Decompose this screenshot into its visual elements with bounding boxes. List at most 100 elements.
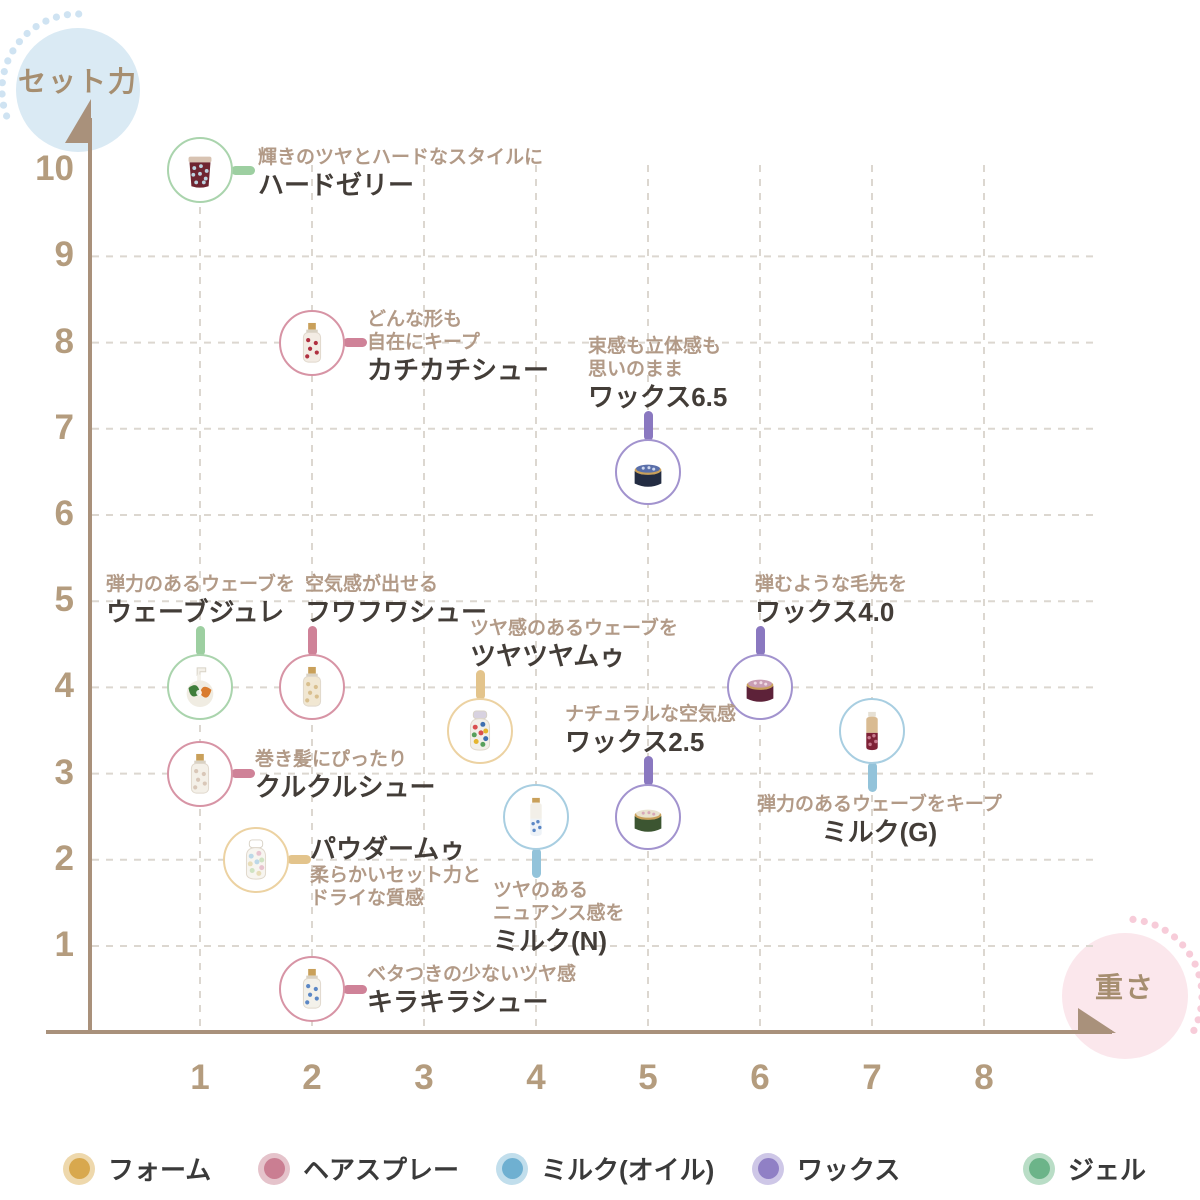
decorative-dot (9, 47, 17, 55)
y-axis-label: セット力 (17, 66, 138, 97)
legend-dot-core (263, 1158, 285, 1179)
legend-dot-icon (752, 1152, 784, 1185)
decorative-dot (1197, 982, 1200, 990)
decorative-dot (1194, 1016, 1200, 1024)
label-connector (643, 755, 653, 786)
decorative-dot (42, 17, 50, 25)
product-marker-kachikachi-shu (279, 309, 345, 376)
y-tick-label: 10 (35, 149, 74, 189)
product-label-tsuyatsuya-mu: ツヤ感のあるウェーブを ツヤツヤムゥ (470, 617, 678, 671)
x-tick-label: 4 (526, 1058, 546, 1097)
product-photo-icon (302, 667, 322, 707)
x-axis-label-bubble: 重さ (1062, 933, 1188, 1059)
product-name: ワックス6.5 (588, 381, 728, 412)
y-axis-arrow-icon (65, 99, 91, 143)
x-axis-arrow-icon (1078, 1008, 1116, 1033)
label-connector (531, 847, 541, 878)
decorative-dot (1179, 941, 1187, 949)
decorative-dot (15, 38, 23, 46)
x-tick-label: 8 (974, 1058, 994, 1097)
decorative-dot (1170, 933, 1179, 941)
product-photo-icon (866, 711, 878, 750)
product-marker-milk-n (503, 783, 569, 850)
legend-dot-icon (496, 1152, 528, 1185)
product-name: ミルク(G) (821, 816, 938, 847)
product-marker-kurukuru-shu (167, 740, 233, 807)
legend-item-spray: ヘアスプレー (258, 1150, 459, 1187)
decorative-dot (1140, 917, 1148, 926)
product-photo-icon (186, 667, 214, 708)
product-caption: ドライな質感 (310, 887, 425, 909)
product-name: フワフワシュー (305, 597, 488, 628)
product-name: キラキラシュー (367, 987, 549, 1018)
product-label-wax-40: 弾むような毛先を ワックス4.0 (755, 573, 907, 627)
legend-label: ヘアスプレー (303, 1155, 460, 1185)
product-label-milk-n: ツヤのある ニュアンス感を ミルク(N) (493, 879, 624, 956)
product-caption: 束感も立体感も (588, 335, 722, 357)
product-caption: ニュアンス感を (493, 902, 625, 924)
product-photo-icon (245, 839, 267, 880)
legend-dot-core (68, 1158, 90, 1179)
product-marker-fuwafuwa-shu (279, 654, 345, 721)
product-marker-wave-julee (167, 654, 233, 721)
product-caption: 柔らかいセット力と (310, 864, 482, 886)
legend-item-foam: フォーム (63, 1150, 211, 1187)
label-connector (343, 338, 367, 348)
decorative-dot (4, 57, 12, 65)
decorative-dot (1186, 950, 1194, 958)
product-name: ミルク(N) (493, 925, 608, 956)
product-caption: ツヤのある (493, 879, 589, 901)
product-caption: どんな形も (367, 308, 463, 330)
product-label-powder-mu: パウダームゥ 柔らかいセット力と ドライな質感 (310, 833, 481, 910)
decorative-dot (75, 10, 83, 18)
product-photo-icon (634, 809, 662, 832)
y-tick-label: 4 (54, 666, 74, 706)
product-marker-wax-40 (727, 654, 793, 721)
product-photo-icon (530, 797, 542, 836)
product-caption: ナチュラルな空気感 (565, 703, 737, 725)
legend-label: ジェル (1068, 1155, 1147, 1185)
y-tick-label: 7 (54, 407, 74, 447)
legend-item-wax: ワックス (752, 1150, 900, 1187)
label-connector (475, 669, 485, 700)
product-photo-icon (190, 753, 210, 794)
label-connector (867, 761, 877, 792)
y-tick-label: 5 (54, 580, 74, 620)
product-photo-icon (634, 464, 662, 487)
product-name: ハードゼリー (258, 170, 415, 201)
product-photo-icon (302, 969, 322, 1009)
y-tick-label: 9 (54, 235, 74, 275)
product-marker-tsuyatsuya-mu (447, 697, 513, 764)
product-caption: 弾力のあるウェーブを (106, 574, 295, 596)
label-connector (231, 165, 255, 175)
product-label-wave-julee: 弾力のあるウェーブを ウェーブジュレ (106, 573, 295, 627)
x-tick-label: 5 (638, 1058, 658, 1097)
product-name: カチカチシュー (367, 354, 550, 385)
decorative-dot (1151, 921, 1159, 929)
y-tick-label: 6 (54, 494, 74, 533)
product-caption: 弾力のあるウェーブをキープ (757, 793, 1002, 815)
decorative-dot (0, 90, 6, 98)
x-tick-label: 6 (750, 1058, 770, 1097)
legend-label: ミルク(オイル) (541, 1155, 715, 1185)
y-tick-label: 8 (54, 321, 74, 361)
legend-dot-icon (63, 1152, 95, 1185)
decorative-dot (63, 11, 71, 19)
decorative-dot (1190, 1026, 1198, 1034)
legend-item-milk: ミルク(オイル) (496, 1150, 714, 1187)
product-label-wax-65: 束感も立体感も 思いのまま ワックス6.5 (588, 335, 727, 412)
label-connector (643, 410, 653, 441)
decorative-dot (3, 112, 11, 120)
legend-dot-icon (258, 1152, 290, 1185)
product-photo-icon (746, 680, 774, 703)
decorative-dot (1195, 971, 1200, 979)
product-name: ワックス2.5 (565, 726, 705, 757)
legend-dot-core (757, 1158, 779, 1179)
decorative-dot (52, 13, 61, 21)
x-axis-label: 重さ (1094, 972, 1155, 1003)
product-photo-icon (302, 322, 322, 363)
product-label-milk-g: 弾力のあるウェーブをキープ ミルク(G) (757, 793, 1002, 847)
decorative-dot (0, 79, 6, 87)
product-photo-icon (188, 156, 212, 188)
